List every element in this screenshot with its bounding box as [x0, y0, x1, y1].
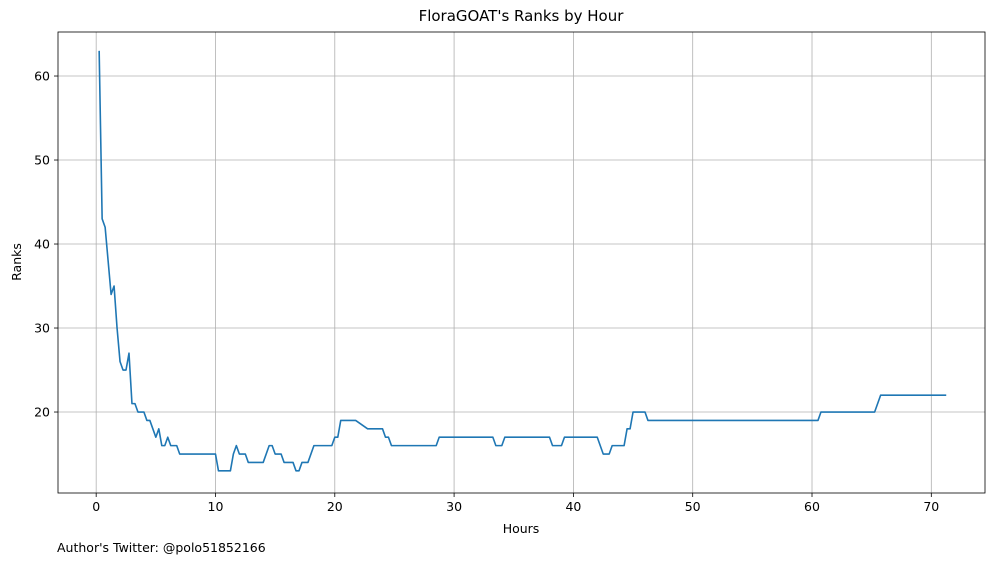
x-axis-label: Hours: [503, 521, 540, 536]
annotation: Author's Twitter: @polo51852166: [57, 540, 266, 555]
x-tick-label: 60: [804, 499, 820, 514]
plot-frame: [57, 31, 986, 494]
y-tick-label: 50: [34, 153, 50, 168]
x-tick-label: 40: [565, 499, 581, 514]
y-tick-label: 30: [34, 321, 50, 336]
y-tick-label: 20: [34, 405, 50, 420]
y-tick-label: 60: [34, 69, 50, 84]
data-line: [98, 50, 947, 472]
y-tick-label: 40: [34, 237, 50, 252]
x-tick-label: 70: [923, 499, 939, 514]
chart-title: FloraGOAT's Ranks by Hour: [419, 7, 625, 25]
x-tick-label: 0: [92, 499, 100, 514]
x-tick-label: 20: [327, 499, 343, 514]
x-tick-label: 50: [685, 499, 701, 514]
x-tick-label: 30: [446, 499, 462, 514]
y-axis-label: Ranks: [9, 243, 24, 281]
x-tick-label: 10: [208, 499, 224, 514]
